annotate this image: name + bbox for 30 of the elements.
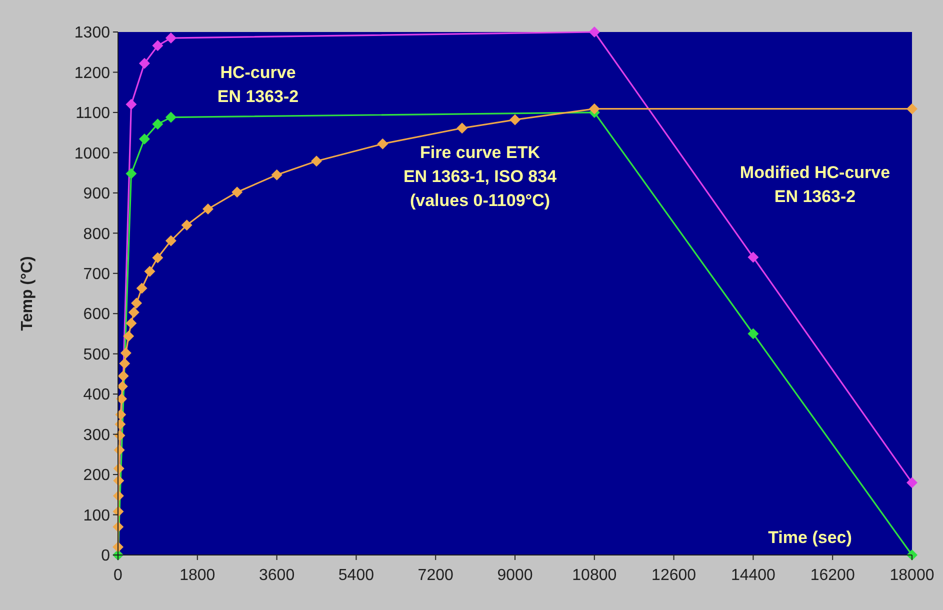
y-tick-label: 800 xyxy=(83,226,110,243)
x-tick-label: 7200 xyxy=(418,567,454,584)
y-tick-label: 700 xyxy=(83,266,110,283)
y-tick-label: 900 xyxy=(83,186,110,203)
series-label: Modified HC-curve EN 1363-2 xyxy=(740,163,890,206)
x-tick-label: 12600 xyxy=(652,567,696,584)
y-tick-label: 1200 xyxy=(74,64,110,82)
y-tick-label: 300 xyxy=(83,426,110,444)
x-tick-label: 14400 xyxy=(730,567,776,584)
y-tick-label: 0 xyxy=(101,548,110,565)
y-tick-label: 200 xyxy=(83,467,110,484)
y-tick-label: 500 xyxy=(83,346,110,364)
x-tick-label: 5400 xyxy=(338,567,374,584)
y-tick-label: 600 xyxy=(83,306,110,324)
series-label: Fire curve ETK EN 1363-1, ISO 834 (values 0-1109°C) xyxy=(403,143,558,210)
y-tick-label: 100 xyxy=(83,507,110,524)
y-axis-title: Temp (°C) xyxy=(19,256,36,331)
x-axis-title: Time (sec) xyxy=(768,528,852,547)
x-tick-label: 1800 xyxy=(180,567,216,584)
x-tick-label: 18000 xyxy=(890,567,934,584)
x-tick-label: 0 xyxy=(114,567,123,584)
series-label: HC-curve EN 1363-2 xyxy=(217,63,299,106)
y-tick-label: 400 xyxy=(83,386,110,404)
x-tick-label: 9000 xyxy=(497,567,533,584)
y-tick-label: 1100 xyxy=(76,105,110,122)
x-tick-label: 10800 xyxy=(572,567,617,584)
x-tick-label: 3600 xyxy=(259,567,295,584)
y-tick-label: 1300 xyxy=(74,24,110,42)
x-tick-label: 16200 xyxy=(810,567,855,584)
y-tick-label: 1000 xyxy=(74,145,110,162)
